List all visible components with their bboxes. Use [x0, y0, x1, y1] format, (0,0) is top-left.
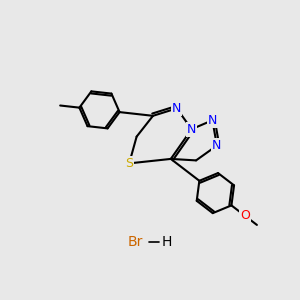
Text: H: H: [161, 235, 172, 249]
Text: N: N: [212, 139, 222, 152]
Text: N: N: [187, 123, 196, 136]
Text: Br: Br: [128, 235, 143, 249]
Text: S: S: [125, 157, 133, 170]
Text: O: O: [240, 209, 250, 222]
Text: N: N: [208, 114, 217, 127]
Text: N: N: [172, 102, 182, 115]
